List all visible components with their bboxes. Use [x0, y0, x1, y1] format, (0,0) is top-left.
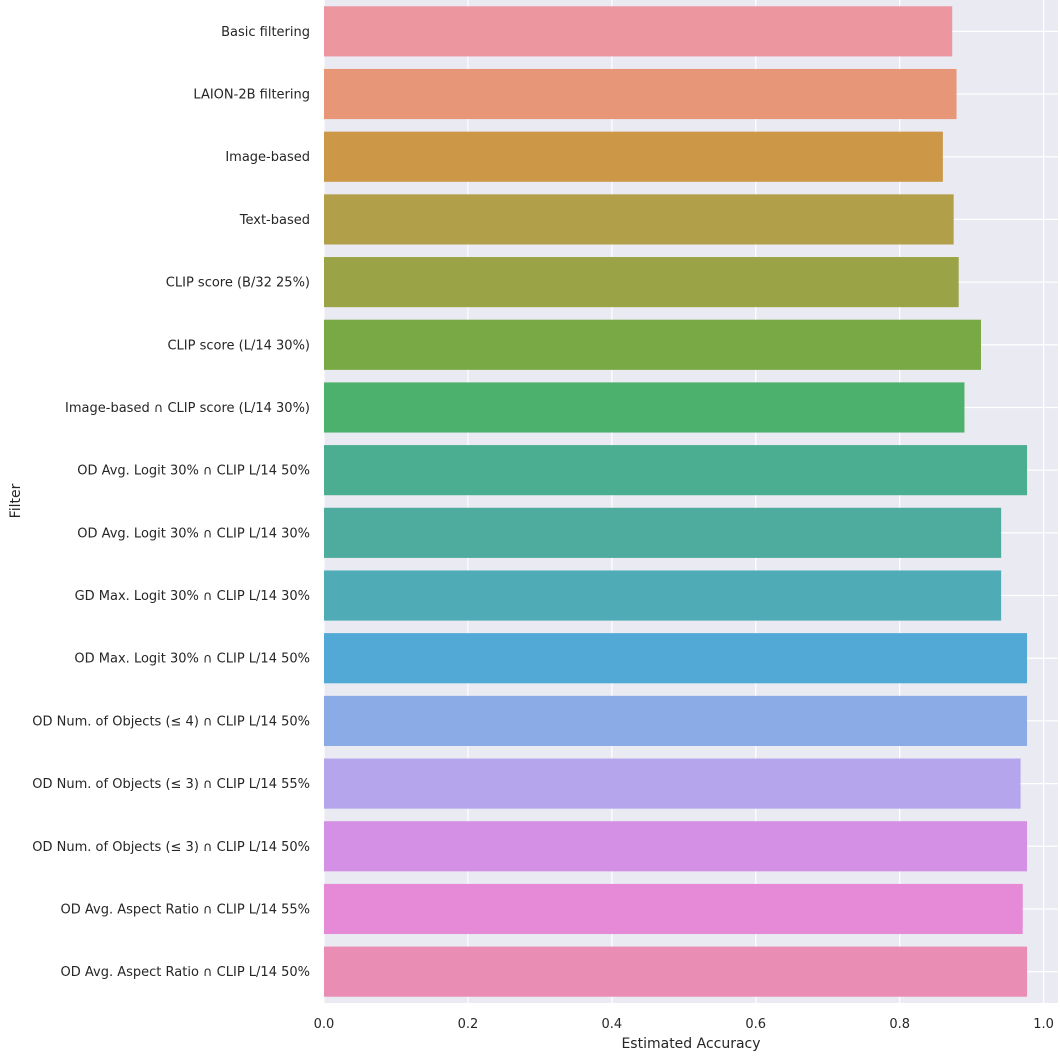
bars [324, 6, 1028, 997]
y-tick-label: OD Avg. Logit 30% ∩ CLIP L/14 30% [77, 526, 310, 541]
bar [324, 257, 959, 308]
y-tick-label: OD Max. Logit 30% ∩ CLIP L/14 50% [74, 652, 310, 667]
bar [324, 131, 943, 182]
bar [324, 633, 1028, 684]
y-tick-label: OD Avg. Logit 30% ∩ CLIP L/14 50% [77, 464, 310, 479]
y-tick-label: CLIP score (B/32 25%) [166, 276, 310, 291]
bar [324, 194, 954, 245]
y-tick-label: Image-based ∩ CLIP score (L/14 30%) [65, 401, 310, 416]
y-tick-label: LAION-2B filtering [193, 88, 310, 103]
x-tick-labels: 0.0 0.2 0.4 0.6 0.8 1.0 [314, 1017, 1054, 1032]
y-tick-label: CLIP score (L/14 30%) [167, 338, 310, 353]
bar [324, 821, 1028, 872]
bar [324, 445, 1028, 496]
x-tick-label: 0.2 [458, 1017, 479, 1032]
x-tick-label: 0.8 [889, 1017, 910, 1032]
x-tick-label: 0.4 [601, 1017, 622, 1032]
bar [324, 883, 1023, 935]
y-tick-label: Basic filtering [221, 25, 310, 40]
x-tick-label: 0.0 [314, 1017, 335, 1032]
y-tick-label: OD Num. of Objects (≤ 3) ∩ CLIP L/14 55% [32, 777, 310, 792]
x-axis-label: Estimated Accuracy [621, 1036, 760, 1052]
bar [324, 6, 953, 57]
bar [324, 570, 1002, 621]
y-tick-label: OD Num. of Objects (≤ 3) ∩ CLIP L/14 50% [32, 840, 310, 855]
y-tick-label: OD Avg. Aspect Ratio ∩ CLIP L/14 50% [61, 965, 310, 980]
y-tick-label: Image-based [225, 150, 310, 165]
y-tick-labels: Basic filtering LAION-2B filtering Image-b… [32, 25, 310, 980]
bar [324, 758, 1021, 809]
y-tick-label: OD Num. of Objects (≤ 4) ∩ CLIP L/14 50% [32, 714, 310, 729]
x-tick-label: 0.6 [745, 1017, 766, 1032]
y-axis-label: Filter [8, 483, 24, 518]
bar [324, 946, 1028, 997]
bar [324, 695, 1028, 746]
bar [324, 507, 1002, 558]
bar [324, 68, 957, 120]
y-tick-label: GD Max. Logit 30% ∩ CLIP L/14 30% [75, 589, 310, 604]
y-tick-label: OD Avg. Aspect Ratio ∩ CLIP L/14 55% [61, 902, 310, 917]
bar [324, 319, 982, 370]
x-tick-label: 1.0 [1033, 1017, 1054, 1032]
bar [324, 382, 965, 433]
y-tick-label: Text-based [239, 213, 310, 228]
